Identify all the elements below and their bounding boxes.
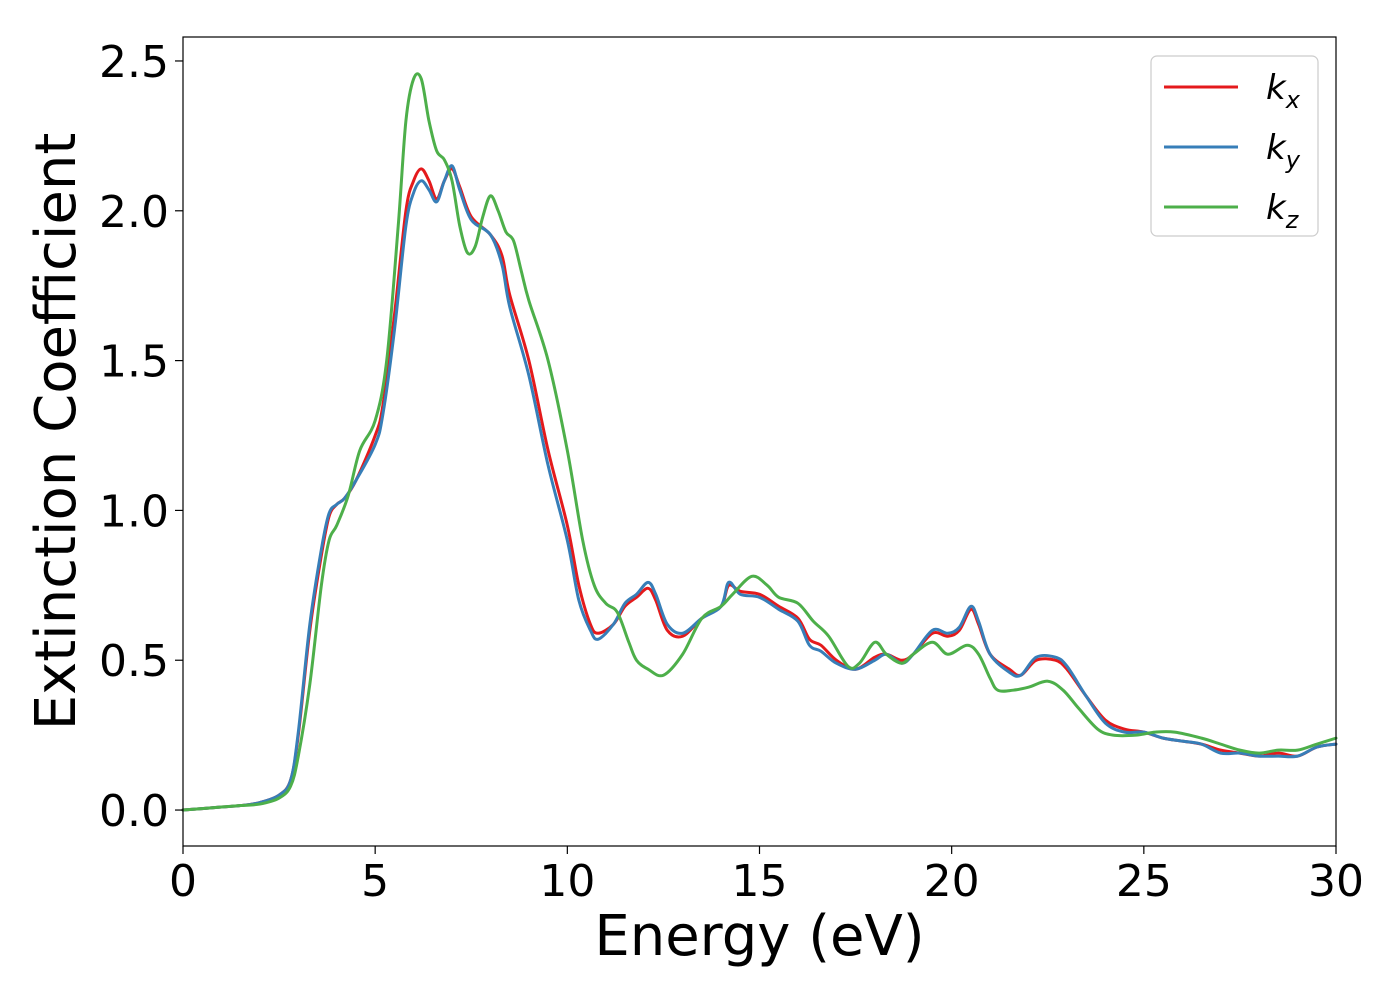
legend-label-subscript: x [1285,86,1301,114]
x-axis-ticks: 0 5 10 15 20 25 30 [169,846,1364,907]
x-tick-label: 0 [169,856,197,907]
y-tick-label: 2.5 [99,37,169,88]
series-line-y [181,164,1338,812]
x-tick-label: 25 [1116,856,1172,907]
legend-label-subscript: y [1285,146,1301,174]
x-tick-label: 15 [732,856,788,907]
y-tick-label: 2.0 [99,187,169,238]
legend-label-z: kz [1266,188,1300,234]
y-tick-label: 1.0 [99,486,169,537]
legend-label-subscript: z [1285,206,1300,234]
x-tick-label: 10 [539,856,595,907]
x-axis-label: Energy (eV) [594,904,924,969]
y-axis-ticks: 0.0 0.5 1.0 1.5 2.0 2.5 [99,37,183,837]
series-line-z [181,72,1338,812]
legend-label-base: k [1266,68,1287,108]
legend-label-base: k [1266,188,1287,228]
x-tick-label: 20 [924,856,980,907]
x-tick-label: 5 [361,856,389,907]
y-tick-label: 0.5 [99,636,169,687]
y-tick-label: 0.0 [99,786,169,837]
y-tick-label: 1.5 [99,337,169,388]
x-tick-label: 30 [1308,856,1364,907]
legend-label-y: ky [1266,128,1301,174]
legend-label-x: kx [1266,68,1301,114]
legend-label-base: k [1266,128,1287,168]
series-layer [181,72,1338,812]
y-axis-label: Extinction Coefficient [24,133,89,731]
